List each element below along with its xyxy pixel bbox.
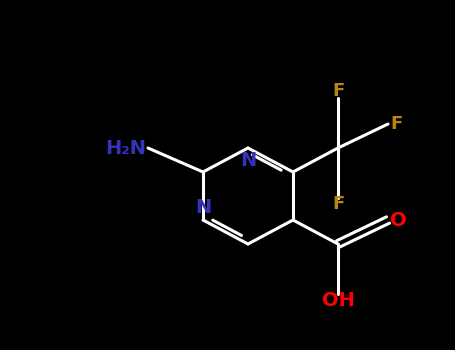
- Text: O: O: [390, 210, 407, 230]
- Text: N: N: [195, 198, 211, 217]
- Text: F: F: [332, 195, 344, 213]
- Text: OH: OH: [322, 291, 354, 310]
- Text: F: F: [332, 82, 344, 100]
- Text: H₂N: H₂N: [105, 139, 146, 158]
- Text: N: N: [240, 151, 256, 170]
- Text: F: F: [390, 115, 402, 133]
